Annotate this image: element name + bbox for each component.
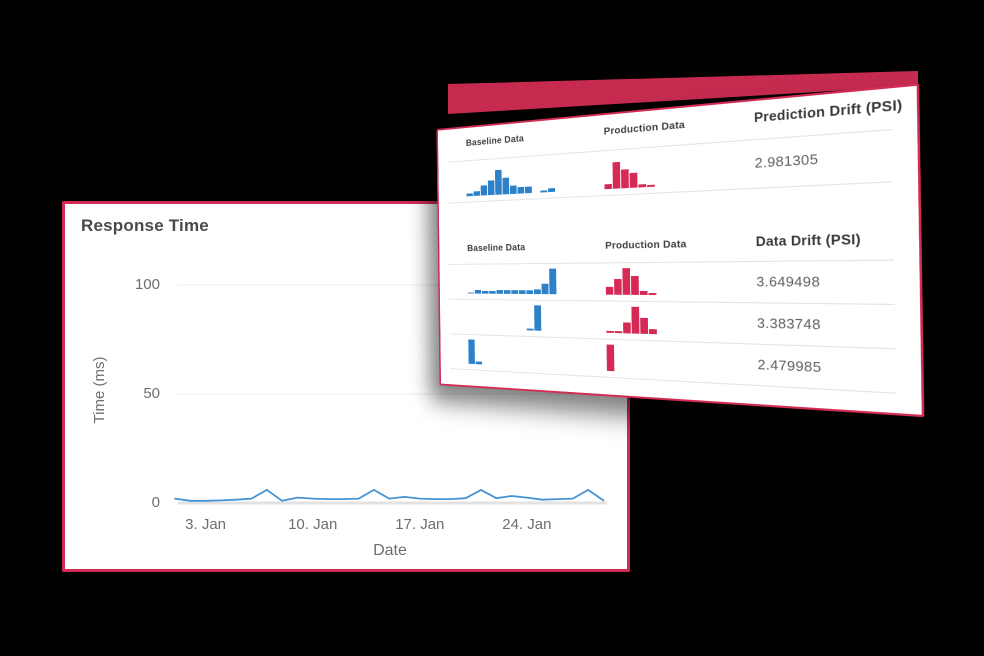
x-tick-label: 3. Jan: [185, 516, 227, 533]
histogram-bar: [623, 322, 631, 334]
production-histogram: [604, 159, 655, 190]
y-tick-label: 0: [151, 494, 160, 511]
column-header: Production Data: [603, 118, 686, 138]
histogram-bar: [474, 289, 482, 294]
histogram-bar: [647, 184, 655, 188]
histogram-bar: [517, 187, 525, 194]
y-tick-label: 50: [143, 385, 160, 402]
histogram-bar: [630, 276, 639, 295]
histogram-bar: [494, 169, 502, 195]
x-tick-label: 17. Jan: [395, 516, 445, 533]
histogram-bar: [489, 291, 496, 294]
histogram-bar: [525, 186, 532, 194]
production-histogram: [606, 305, 657, 335]
histogram-bar: [638, 183, 647, 188]
histogram-bar: [549, 268, 557, 295]
histogram-bar: [533, 289, 541, 295]
histogram-bar: [541, 283, 549, 295]
histogram-bar: [534, 305, 542, 331]
column-header: Production Data: [605, 238, 687, 252]
column-header: Baseline Data: [465, 132, 525, 149]
histogram-bar: [606, 344, 615, 372]
x-axis-title: Date: [373, 542, 407, 559]
histogram-bar: [518, 290, 526, 294]
baseline-histogram: [468, 339, 558, 369]
x-tick-label: 10. Jan: [288, 516, 338, 533]
histogram-bar: [496, 290, 504, 294]
histogram-bar: [509, 185, 517, 195]
histogram-bar: [475, 361, 483, 365]
column-header: Prediction Drift (PSI): [753, 97, 903, 126]
drift-value: 3.383748: [756, 314, 821, 333]
histogram-bar: [526, 328, 534, 331]
row-separator: [449, 368, 897, 394]
production-histogram: [605, 267, 657, 296]
production-histogram: [606, 344, 658, 374]
response-time-line: [174, 488, 605, 502]
histogram-bar: [503, 290, 511, 294]
histogram-bar: [548, 187, 556, 193]
header-separator: [448, 259, 894, 265]
response-time-chart: Time (ms) Date 0 50 100 3. Jan 10. Jan 17. Ja…: [65, 204, 627, 569]
histogram-bar: [468, 339, 475, 365]
baseline-histogram: [468, 303, 557, 332]
histogram-bar: [639, 290, 648, 296]
histogram-bar: [511, 290, 518, 294]
baseline-histogram: [466, 165, 556, 197]
drift-value: 2.479985: [757, 356, 822, 376]
drift-value: 3.649498: [756, 273, 821, 290]
histogram-bar: [629, 172, 638, 188]
histogram-bar: [526, 290, 534, 295]
histogram-bar: [606, 330, 614, 333]
histogram-bar: [614, 278, 622, 295]
histogram-bar: [622, 268, 631, 295]
x-tick-label: 24. Jan: [502, 516, 552, 533]
histogram-bar: [631, 306, 640, 334]
histogram-bar: [605, 286, 614, 295]
histogram-bar: [473, 190, 480, 196]
histogram-bar: [481, 291, 489, 294]
histogram-bar: [621, 169, 629, 189]
drift-report-card: Baseline Data Production Data Prediction D…: [436, 83, 925, 418]
chart-canvas: [174, 284, 607, 505]
column-header: Data Drift (PSI): [755, 231, 861, 250]
histogram-bar: [648, 292, 657, 296]
histogram-bar: [502, 177, 510, 195]
baseline-histogram: [467, 268, 557, 295]
histogram-bar: [614, 330, 623, 334]
histogram-bar: [649, 328, 657, 335]
histogram-bar: [540, 190, 548, 193]
histogram-bar: [612, 161, 621, 189]
histogram-bar: [640, 317, 649, 335]
histogram-bar: [604, 183, 612, 190]
drift-value: 2.981305: [754, 150, 819, 171]
histogram-bar: [466, 193, 473, 197]
histogram-bar: [467, 292, 475, 294]
y-tick-label: 100: [134, 276, 160, 293]
column-header: Baseline Data: [467, 241, 526, 254]
response-card-title: Response Time: [81, 216, 209, 235]
histogram-bar: [487, 180, 495, 196]
histogram-bar: [480, 185, 488, 196]
